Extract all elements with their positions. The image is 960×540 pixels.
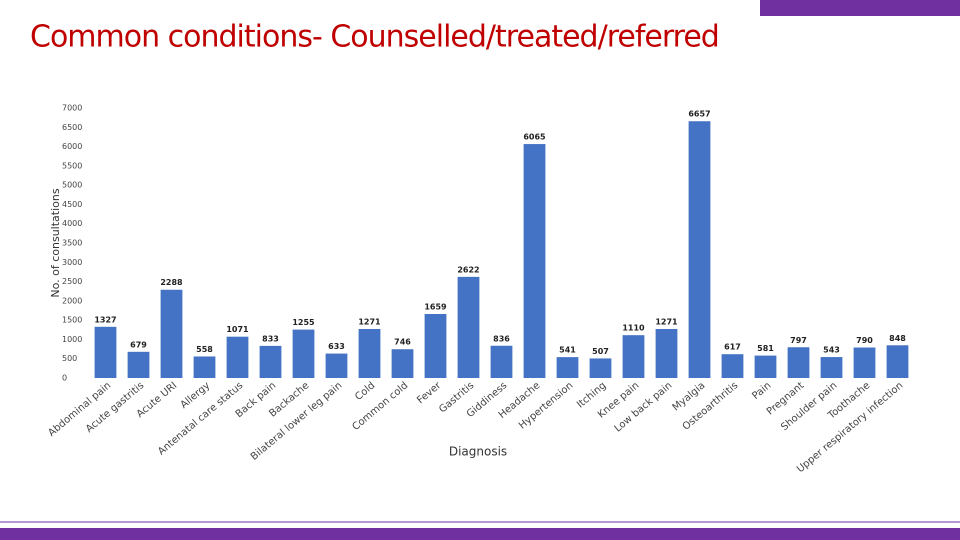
value-label: 633 bbox=[328, 342, 345, 351]
bar bbox=[655, 328, 678, 378]
value-label: 507 bbox=[592, 347, 609, 356]
value-label: 836 bbox=[493, 334, 510, 343]
value-label: 790 bbox=[856, 336, 873, 345]
y-tick-label: 4000 bbox=[62, 219, 82, 228]
bar bbox=[292, 329, 315, 378]
value-label: 1071 bbox=[226, 325, 249, 334]
y-tick-label: 1500 bbox=[62, 316, 82, 325]
bar bbox=[688, 121, 711, 378]
y-tick-label: 500 bbox=[62, 354, 77, 363]
y-tick-label: 2000 bbox=[62, 296, 82, 305]
bar bbox=[457, 276, 480, 378]
top-band bbox=[760, 0, 960, 16]
bar bbox=[721, 354, 744, 378]
value-label: 6657 bbox=[688, 110, 710, 119]
y-tick-label: 3000 bbox=[62, 258, 82, 267]
bar bbox=[127, 351, 150, 378]
y-tick-label: 7000 bbox=[62, 104, 82, 113]
bar bbox=[226, 336, 249, 378]
value-label: 558 bbox=[196, 345, 213, 354]
x-axis-title: Diagnosis bbox=[449, 445, 507, 459]
value-label: 2288 bbox=[160, 278, 183, 287]
value-label: 1271 bbox=[655, 317, 678, 326]
bar bbox=[325, 353, 348, 378]
chart-title: Common conditions- Counselled/treated/re… bbox=[30, 20, 719, 55]
y-tick-label: 6500 bbox=[62, 123, 82, 132]
value-label: 541 bbox=[559, 346, 576, 355]
y-tick-label: 3500 bbox=[62, 239, 82, 248]
bar bbox=[160, 289, 183, 378]
y-axis-title: No. of consultations bbox=[49, 188, 62, 297]
bar bbox=[523, 144, 546, 378]
value-label: 581 bbox=[757, 344, 774, 353]
y-tick-label: 5000 bbox=[62, 181, 82, 190]
value-label: 543 bbox=[823, 346, 840, 355]
value-label: 1271 bbox=[358, 317, 381, 326]
bar bbox=[754, 355, 777, 378]
y-tick-label: 2500 bbox=[62, 277, 82, 286]
bar bbox=[853, 347, 876, 378]
bar bbox=[424, 314, 447, 378]
value-label: 617 bbox=[724, 343, 741, 352]
value-label: 833 bbox=[262, 334, 279, 343]
value-label: 679 bbox=[130, 340, 147, 349]
bar bbox=[391, 349, 414, 378]
bar bbox=[820, 357, 843, 378]
y-tick-label: 6000 bbox=[62, 142, 82, 151]
value-label: 6065 bbox=[523, 133, 546, 142]
bar bbox=[94, 326, 117, 378]
value-label: 1659 bbox=[424, 303, 447, 312]
value-label: 2622 bbox=[457, 265, 479, 274]
value-label: 746 bbox=[394, 338, 411, 347]
y-tick-label: 5500 bbox=[62, 161, 82, 170]
bar bbox=[622, 335, 645, 378]
bar bbox=[259, 345, 282, 378]
bar bbox=[886, 345, 909, 378]
bar bbox=[358, 328, 381, 378]
y-tick-label: 1000 bbox=[62, 335, 82, 344]
bar bbox=[490, 345, 513, 378]
value-label: 848 bbox=[889, 334, 906, 343]
bar bbox=[193, 356, 216, 378]
bottom-band bbox=[0, 528, 960, 540]
bar bbox=[556, 357, 579, 378]
value-label: 1255 bbox=[292, 318, 315, 327]
value-label: 1110 bbox=[622, 324, 645, 333]
bar bbox=[787, 347, 810, 378]
y-tick-label: 0 bbox=[62, 374, 67, 383]
value-label: 1327 bbox=[94, 315, 116, 324]
bar bbox=[589, 358, 612, 378]
y-tick-label: 4500 bbox=[62, 200, 82, 209]
value-label: 797 bbox=[790, 336, 807, 345]
